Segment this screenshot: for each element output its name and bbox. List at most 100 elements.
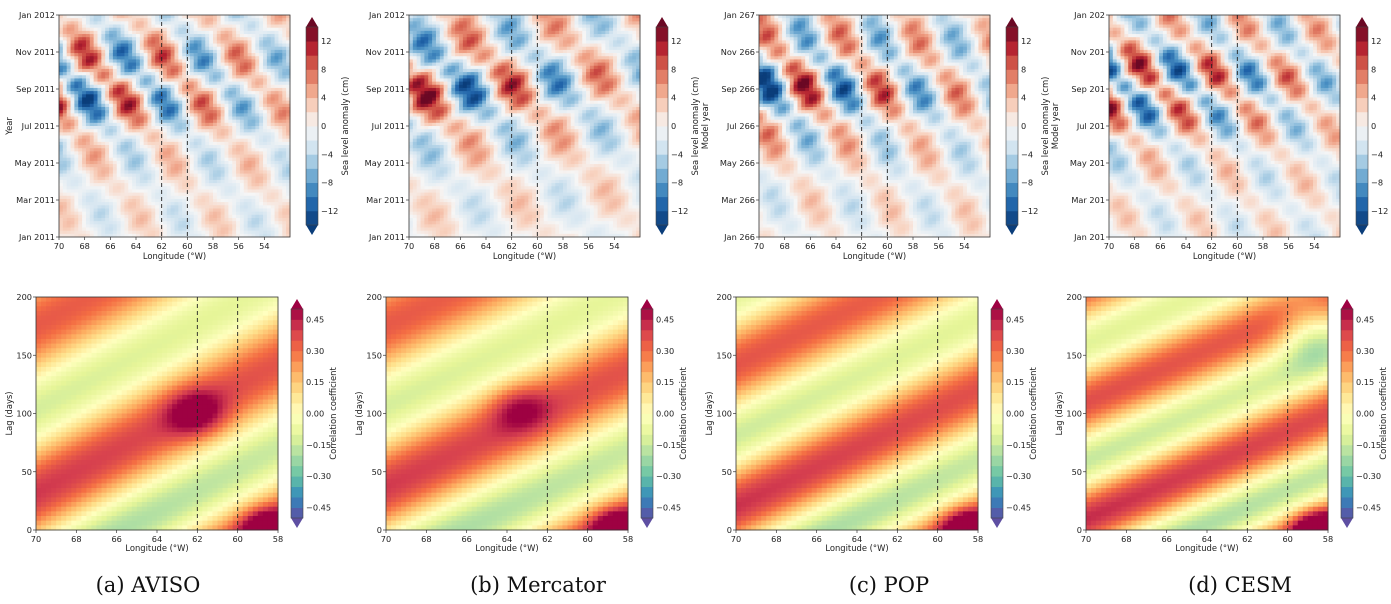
sla-cell bbox=[67, 94, 71, 98]
sla-cell bbox=[113, 180, 117, 184]
sla-cell bbox=[59, 155, 63, 159]
sla-cell bbox=[71, 139, 75, 143]
sla-cell bbox=[59, 148, 63, 152]
sla-cell bbox=[94, 85, 98, 89]
sla-cell bbox=[90, 34, 94, 38]
sla-cell bbox=[82, 120, 86, 124]
sla-cell bbox=[86, 186, 90, 190]
sla-cell bbox=[67, 78, 71, 82]
sla-cell bbox=[121, 104, 125, 108]
sla-cell bbox=[86, 91, 90, 95]
sla-cell bbox=[78, 231, 82, 235]
sla-cell bbox=[86, 126, 90, 130]
sla-cell bbox=[90, 21, 94, 25]
sla-cell bbox=[67, 120, 71, 124]
sla-cell bbox=[90, 94, 94, 98]
sla-cell bbox=[78, 50, 82, 54]
sla-cell bbox=[78, 15, 82, 19]
sla-cell bbox=[71, 66, 75, 70]
sla-cell bbox=[78, 132, 82, 136]
sla-cell bbox=[74, 189, 78, 193]
sla-cell bbox=[101, 123, 105, 127]
sla-cell bbox=[82, 174, 86, 178]
sla-cell bbox=[117, 15, 121, 19]
sla-cell bbox=[109, 82, 113, 86]
sla-cell bbox=[101, 78, 105, 82]
sla-cell bbox=[94, 126, 98, 130]
sla-cell bbox=[63, 31, 67, 35]
sla-cell bbox=[78, 183, 82, 187]
sla-cell bbox=[82, 158, 86, 162]
sla-cell bbox=[105, 21, 109, 25]
sla-cell bbox=[94, 148, 98, 152]
sla-cell bbox=[86, 94, 90, 98]
sla-cell bbox=[86, 18, 90, 22]
sla-cell bbox=[78, 123, 82, 127]
sla-cell bbox=[121, 107, 125, 111]
sla-cell bbox=[101, 104, 105, 108]
sla-cell bbox=[105, 132, 109, 136]
sla-cell bbox=[109, 31, 113, 35]
sla-cell bbox=[94, 91, 98, 95]
sla-cell bbox=[94, 107, 98, 111]
sla-cell bbox=[59, 129, 63, 133]
sla-cell bbox=[86, 129, 90, 133]
sla-cell bbox=[67, 31, 71, 35]
sla-cell bbox=[113, 88, 117, 92]
sla-cell bbox=[101, 170, 105, 174]
sla-cell bbox=[113, 199, 117, 203]
sla-cell bbox=[101, 88, 105, 92]
sla-cell bbox=[101, 177, 105, 181]
sla-cell bbox=[74, 56, 78, 60]
sla-cell bbox=[74, 53, 78, 57]
sla-cell bbox=[113, 132, 117, 136]
sla-cell bbox=[98, 72, 102, 76]
sla-cell bbox=[71, 224, 75, 228]
sla-cell bbox=[67, 212, 71, 216]
sla-cell bbox=[117, 145, 121, 149]
sla-cell bbox=[121, 161, 125, 165]
sla-cell bbox=[86, 37, 90, 41]
sla-cell bbox=[59, 158, 63, 162]
sla-cell bbox=[90, 15, 94, 19]
sla-cell bbox=[90, 180, 94, 184]
sla-cell bbox=[82, 25, 86, 29]
sla-cell bbox=[74, 142, 78, 146]
sla-cell bbox=[63, 88, 67, 92]
sla-cell bbox=[98, 18, 102, 22]
sla-cell bbox=[101, 218, 105, 222]
sla-cell bbox=[101, 231, 105, 235]
sla-cell bbox=[101, 212, 105, 216]
sla-cell bbox=[117, 161, 121, 165]
sla-cell bbox=[101, 107, 105, 111]
sla-cell bbox=[94, 104, 98, 108]
sla-cell bbox=[86, 196, 90, 200]
sla-cell bbox=[71, 28, 75, 32]
sla-cell bbox=[94, 113, 98, 117]
sla-cell bbox=[71, 94, 75, 98]
sla-cell bbox=[109, 116, 113, 120]
sla-cell bbox=[117, 21, 121, 25]
sla-cell bbox=[78, 97, 82, 101]
sla-cell bbox=[71, 151, 75, 155]
sla-cell bbox=[101, 113, 105, 117]
sla-cell bbox=[63, 66, 67, 70]
sla-cell bbox=[67, 151, 71, 155]
sla-cell bbox=[71, 101, 75, 105]
sla-cell bbox=[63, 170, 67, 174]
sla-cell bbox=[71, 85, 75, 89]
sla-cell bbox=[101, 180, 105, 184]
sla-cell bbox=[121, 158, 125, 162]
sla-cell bbox=[63, 218, 67, 222]
sla-cell bbox=[59, 164, 63, 168]
sla-cell bbox=[67, 50, 71, 54]
sla-cell bbox=[98, 97, 102, 101]
sla-cell bbox=[59, 37, 63, 41]
sla-cell bbox=[71, 205, 75, 209]
sla-cell bbox=[59, 186, 63, 190]
sla-cell bbox=[82, 53, 86, 57]
sla-cell bbox=[117, 91, 121, 95]
sla-cell bbox=[117, 88, 121, 92]
sla-cell bbox=[78, 158, 82, 162]
sla-cell bbox=[74, 116, 78, 120]
